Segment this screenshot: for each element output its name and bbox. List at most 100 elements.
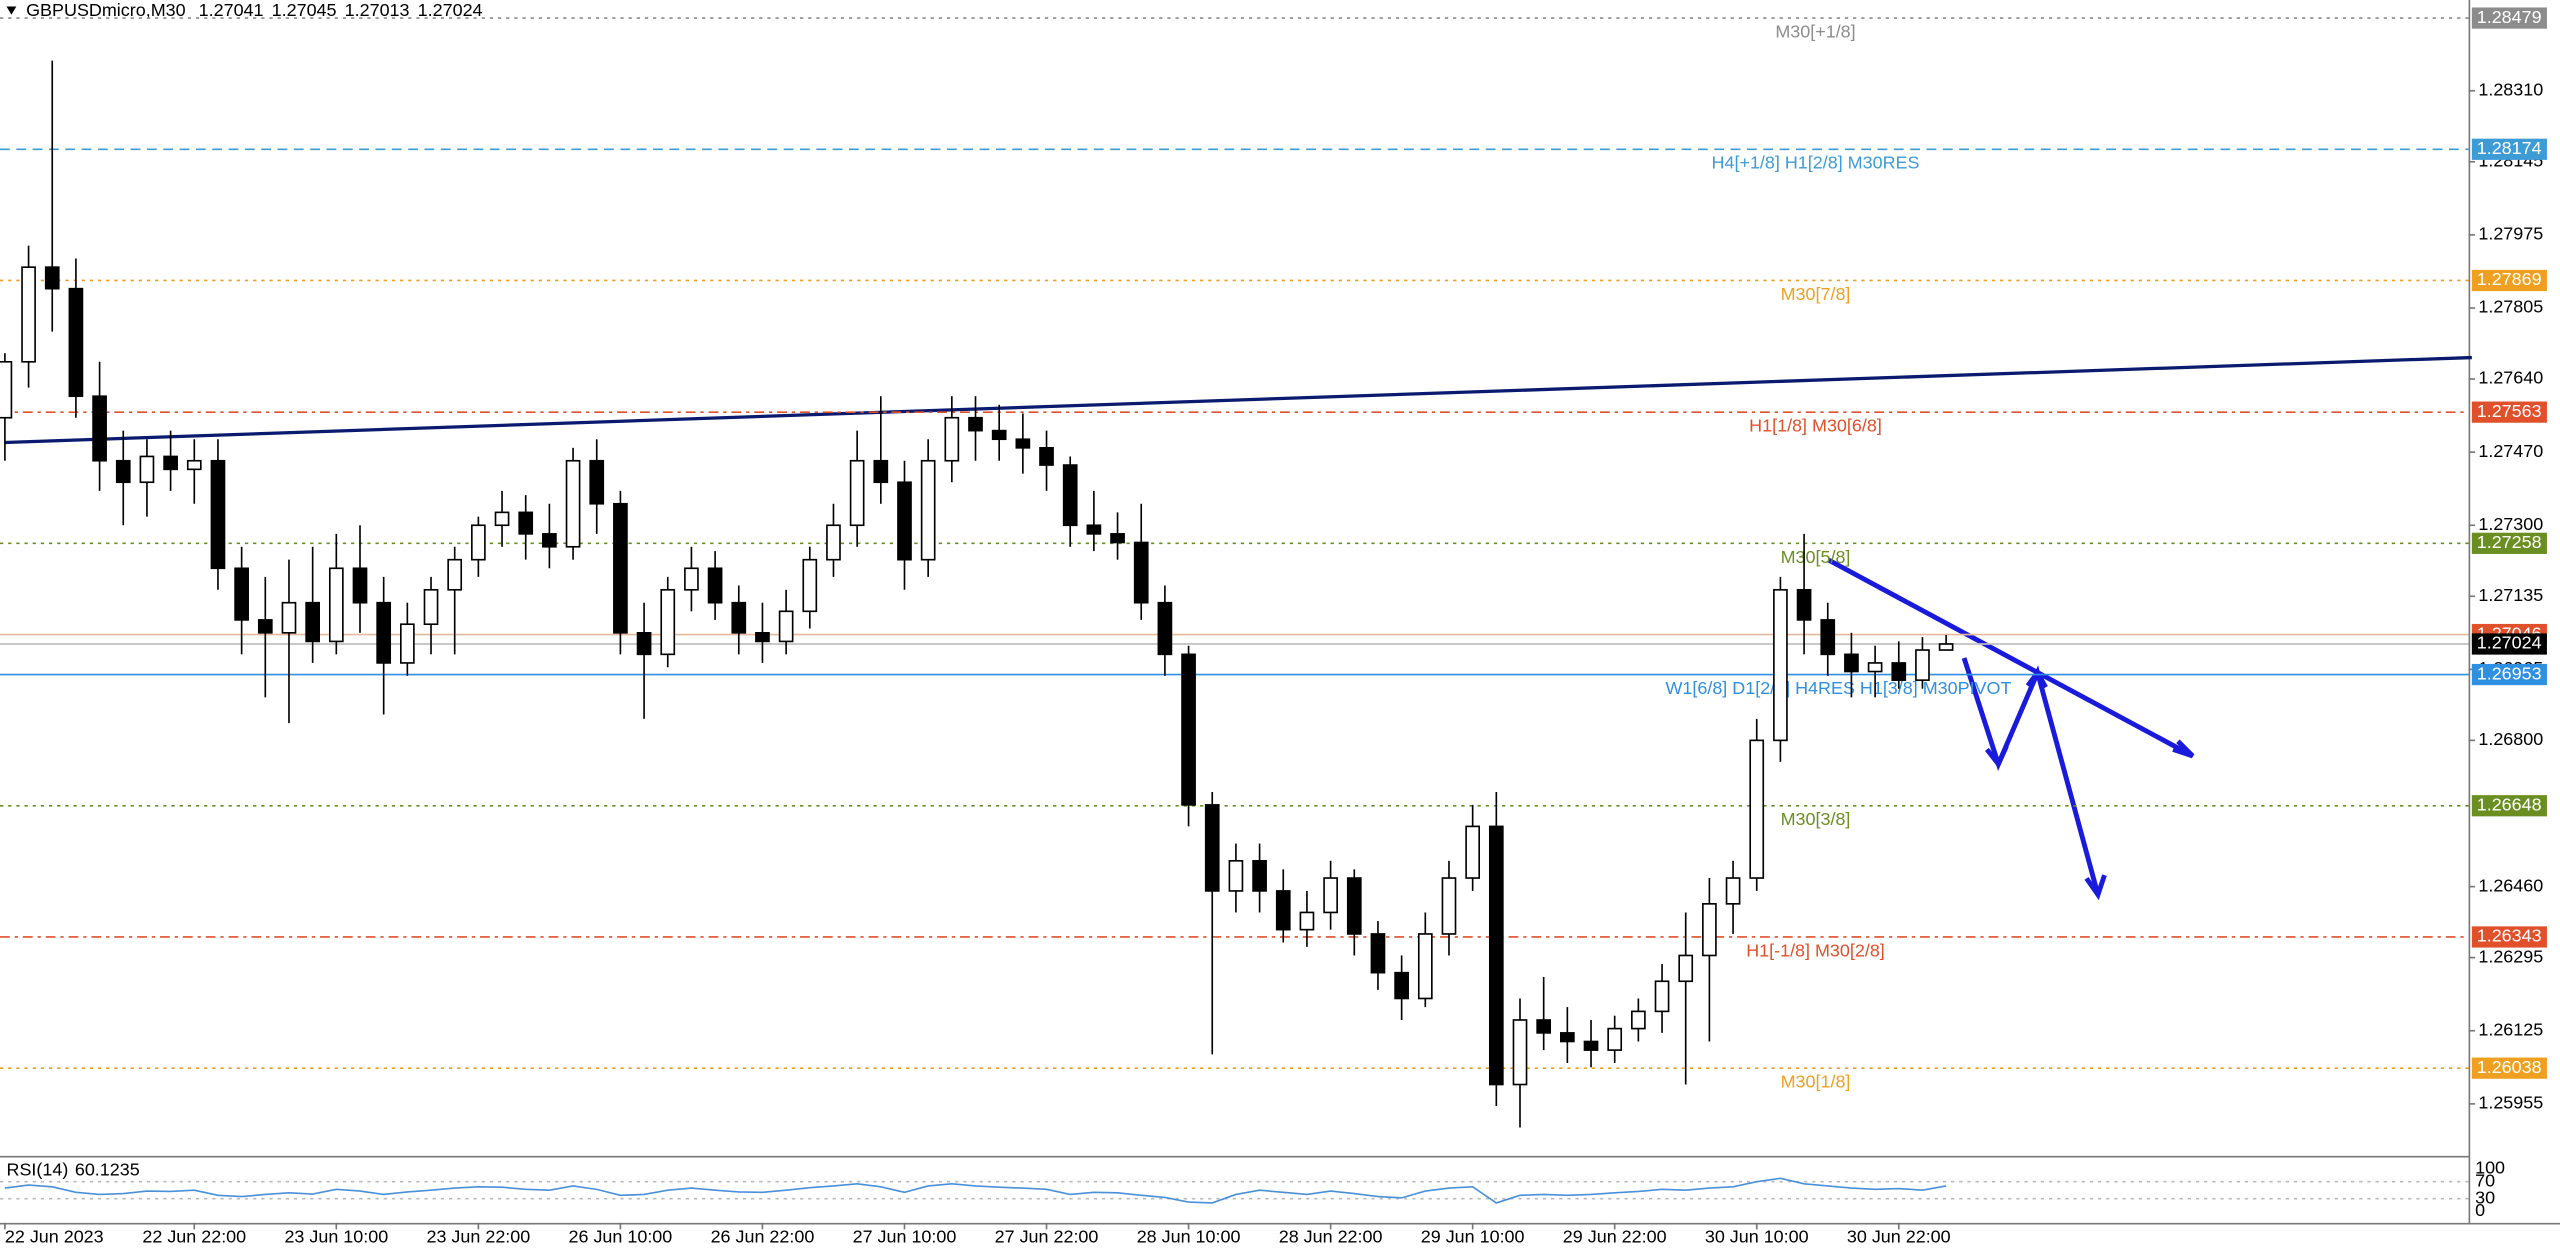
- x-tick-label: 26 Jun 10:00: [569, 1226, 673, 1246]
- drawings: [4, 355, 2472, 901]
- candle-body: [234, 567, 249, 621]
- y-tick-label: 1.25955: [2478, 1093, 2543, 1113]
- candle-body: [1654, 980, 1670, 1013]
- candle-body: [1607, 1027, 1623, 1051]
- y-tick-label: 1.27640: [2478, 368, 2543, 388]
- candle-body: [115, 459, 131, 484]
- candle-body: [636, 632, 652, 656]
- candle-body: [920, 459, 936, 561]
- level-label: H4[+1/8] H1[2/8] M30RES: [1712, 153, 1920, 173]
- level-label: M30[3/8]: [1781, 809, 1851, 829]
- candle-body: [1039, 447, 1054, 466]
- x-tick-label: 22 Jun 2023: [5, 1226, 104, 1246]
- rsi-line: [4, 1177, 1947, 1204]
- candle-body: [589, 459, 605, 505]
- x-tick-label: 30 Jun 22:00: [1847, 1226, 1951, 1246]
- level-label: M30[+1/8]: [1775, 22, 1855, 42]
- x-tick-label: 27 Jun 22:00: [995, 1226, 1099, 1246]
- candle-body: [305, 601, 320, 643]
- candle-body: [92, 395, 107, 462]
- candle-body: [660, 588, 676, 656]
- candle-body: [802, 558, 818, 613]
- candle-body: [257, 619, 273, 634]
- candle-body: [1583, 1040, 1599, 1051]
- level-price-box: [2471, 138, 2547, 160]
- candle-body: [1228, 860, 1244, 892]
- candle-body: [897, 481, 912, 561]
- candle-body: [281, 601, 297, 634]
- y-tick-label: 1.28310: [2478, 80, 2543, 100]
- x-tick-label: 27 Jun 10:00: [853, 1226, 957, 1246]
- candle-body: [186, 459, 202, 471]
- projection-path: [1961, 657, 2101, 896]
- level-label: H1[1/8] M30[6/8]: [1749, 416, 1882, 436]
- candle-body: [1086, 524, 1102, 535]
- candle-body: [1015, 438, 1031, 449]
- y-tick-label: 1.26125: [2478, 1019, 2543, 1039]
- rsi-current: 60.1235: [75, 1159, 140, 1179]
- level-price-box: [2471, 926, 2547, 948]
- candle-body: [968, 416, 983, 432]
- candle-body: [1346, 877, 1362, 935]
- candle-body: [1323, 877, 1338, 914]
- candle-body: [1417, 933, 1433, 1000]
- level-price-box: [2471, 1057, 2547, 1079]
- candle-body: [494, 511, 510, 527]
- candle-body: [1181, 653, 1196, 806]
- trendline: [1827, 557, 2194, 759]
- candle-body: [684, 567, 699, 591]
- candle-body: [1204, 804, 1220, 892]
- candle-body: [1157, 601, 1173, 656]
- candle-body: [1488, 825, 1504, 1086]
- level-price: 1.28479: [2477, 7, 2542, 27]
- candle-body: [400, 623, 415, 664]
- candle-body: [707, 567, 723, 604]
- candle-body: [68, 287, 84, 398]
- bid-box: [2471, 633, 2547, 655]
- y-tick-label: 1.26460: [2478, 875, 2543, 895]
- candle-body: [1915, 649, 1930, 681]
- y-tick-label: 1.27975: [2478, 224, 2543, 244]
- candle-body: [613, 502, 628, 634]
- candle-body: [849, 459, 865, 527]
- candle-body: [565, 459, 581, 548]
- candle-body: [44, 266, 60, 290]
- candle-body: [1844, 653, 1859, 673]
- y-tick-label: 1.27470: [2478, 441, 2543, 461]
- candle-body: [826, 524, 841, 561]
- level-label: M30[7/8]: [1781, 284, 1851, 304]
- x-tick-label: 28 Jun 22:00: [1279, 1226, 1383, 1246]
- trendline: [4, 355, 2472, 445]
- level-price-box: [2471, 532, 2547, 554]
- level-price: 1.26648: [2477, 794, 2542, 814]
- candle-body: [731, 601, 747, 634]
- candle-body: [1512, 1019, 1528, 1086]
- header-price: 1.27041: [199, 0, 264, 20]
- candle-body: [1702, 903, 1717, 957]
- candle-body: [1536, 1019, 1552, 1034]
- x-tick-label: 29 Jun 22:00: [1563, 1226, 1667, 1246]
- candle-body: [1725, 877, 1741, 905]
- candle-body: [1891, 662, 1907, 681]
- candle-body: [376, 601, 392, 664]
- candle-body: [0, 360, 13, 419]
- candle-body: [991, 429, 1007, 441]
- x-tick-label: 30 Jun 10:00: [1705, 1226, 1809, 1246]
- candle-body: [1465, 825, 1480, 879]
- x-tick-label: 29 Jun 10:00: [1421, 1226, 1525, 1246]
- x-tick-label: 23 Jun 22:00: [427, 1226, 531, 1246]
- level-price-box: [2471, 663, 2547, 686]
- rsi-tick-label: 70: [2475, 1170, 2495, 1190]
- candle-body: [21, 266, 36, 363]
- level-label: M30[1/8]: [1781, 1072, 1851, 1092]
- x-tick-label: 28 Jun 10:00: [1137, 1226, 1241, 1246]
- candle-body: [1773, 588, 1788, 742]
- candle-body: [1252, 860, 1267, 892]
- candle-body: [1749, 739, 1765, 879]
- menu-triangle[interactable]: [6, 6, 17, 15]
- x-tick-label: 23 Jun 10:00: [284, 1226, 388, 1246]
- level-price: 1.27869: [2477, 269, 2542, 289]
- candle-body: [1631, 1010, 1646, 1030]
- candle-body: [1275, 890, 1291, 931]
